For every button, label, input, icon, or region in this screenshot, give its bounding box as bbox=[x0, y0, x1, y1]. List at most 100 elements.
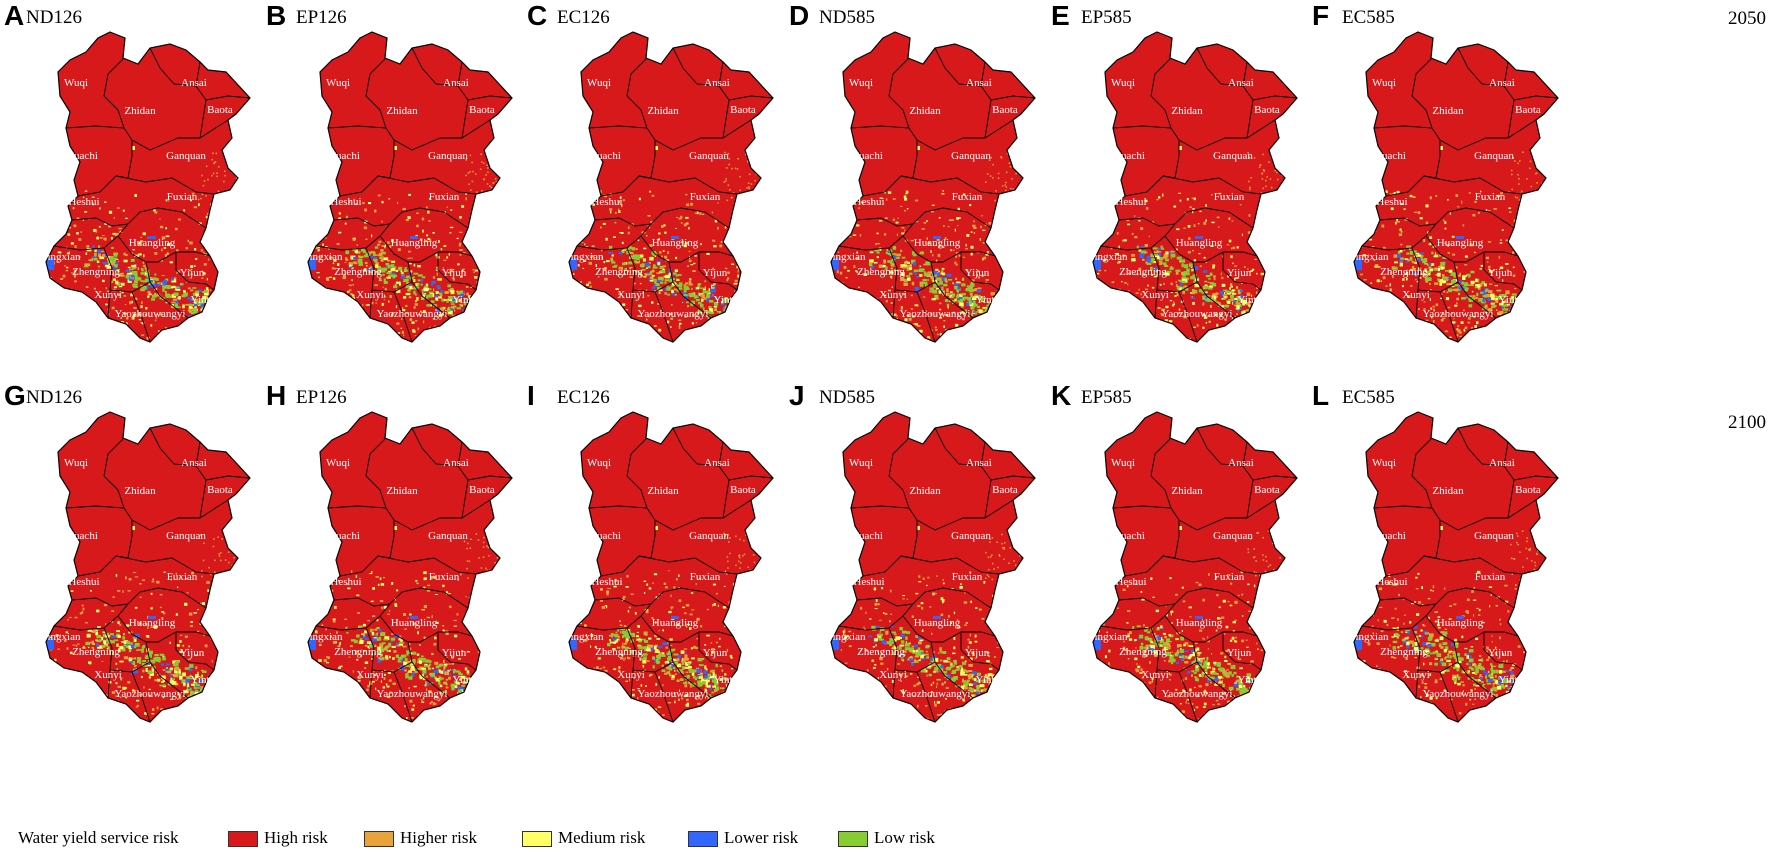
county-label: Ganquan bbox=[428, 150, 468, 162]
year-label: 2100 bbox=[1728, 412, 1766, 433]
county-label: Heshui bbox=[591, 576, 622, 588]
county-boundaries bbox=[1100, 427, 1298, 723]
county-label: Huachi bbox=[66, 530, 98, 542]
study-area-map: Wuqi Zhidan Ansai Baota Huachi Ganquan Heshui F… bbox=[40, 31, 251, 343]
study-area-map: Wuqi Zhidan Ansai Baota Huachi Ganquan Heshui F… bbox=[40, 411, 251, 723]
county-label: Zhengning bbox=[72, 266, 120, 278]
county-label: Yintai bbox=[191, 294, 218, 306]
county-label: Yaozhouwangyi bbox=[900, 308, 971, 320]
county-label: Ningxian bbox=[563, 251, 604, 263]
county-label: Wuqi bbox=[587, 77, 611, 89]
high-risk-area bbox=[308, 412, 512, 722]
county-label: Xunyi bbox=[879, 289, 907, 301]
county-label: Huangling bbox=[391, 237, 438, 249]
study-area-map: Wuqi Zhidan Ansai Baota Huachi Ganquan Heshui F… bbox=[563, 31, 774, 343]
panel-letter: E bbox=[1051, 0, 1070, 31]
county-label: Huachi bbox=[589, 530, 621, 542]
county-label: Ansai bbox=[1489, 77, 1515, 89]
county-label: Zhengning bbox=[1380, 266, 1428, 278]
county-label: Baota bbox=[992, 484, 1018, 496]
county-label: Fuxian bbox=[167, 191, 198, 203]
county-label: Ganquan bbox=[689, 150, 729, 162]
county-label: Zhidan bbox=[1171, 105, 1203, 117]
county-label: Zhidan bbox=[1432, 485, 1464, 497]
county-label: Zhengning bbox=[595, 266, 643, 278]
county-label: Ningxian bbox=[302, 631, 343, 643]
county-label: Yintai bbox=[1499, 674, 1526, 686]
county-label: Huangling bbox=[129, 617, 176, 629]
county-label: Zhengning bbox=[1380, 646, 1428, 658]
study-area-map: Wuqi Zhidan Ansai Baota Huachi Ganquan Heshui F… bbox=[302, 31, 513, 343]
county-label: Baota bbox=[207, 104, 233, 116]
legend-swatch bbox=[838, 831, 868, 847]
legend-swatch bbox=[688, 831, 718, 847]
panel-scenario: EC585 bbox=[1342, 7, 1395, 28]
county-label: Huangling bbox=[1176, 237, 1223, 249]
county-label: Ansai bbox=[966, 457, 992, 469]
county-boundaries bbox=[315, 427, 513, 723]
county-label: Ganquan bbox=[689, 530, 729, 542]
study-area-outline bbox=[45, 411, 251, 723]
county-label: Huangling bbox=[1176, 617, 1223, 629]
county-label: Yintai bbox=[714, 674, 741, 686]
county-label: Ningxian bbox=[40, 631, 81, 643]
county-label: Heshui bbox=[853, 196, 884, 208]
county-label: Fuxian bbox=[1214, 571, 1245, 583]
county-label: Huangling bbox=[129, 237, 176, 249]
legend-swatch bbox=[364, 831, 394, 847]
county-label: Ansai bbox=[966, 77, 992, 89]
map-panel: Wuqi Zhidan Ansai Baota Huachi Ganquan Heshui F… bbox=[262, 380, 552, 785]
county-label: Fuxian bbox=[690, 571, 721, 583]
county-label: Ansai bbox=[181, 457, 207, 469]
county-label: Zhengning bbox=[595, 646, 643, 658]
panel-scenario: ND126 bbox=[26, 387, 82, 408]
county-label: Huachi bbox=[1374, 530, 1406, 542]
county-label: Zhidan bbox=[909, 485, 941, 497]
county-label: Heshui bbox=[1115, 196, 1146, 208]
county-label: Yintai bbox=[191, 674, 218, 686]
panel-letter: I bbox=[527, 380, 535, 411]
county-label: Huachi bbox=[1113, 530, 1145, 542]
county-label: Huangling bbox=[652, 237, 699, 249]
study-area-map: Wuqi Zhidan Ansai Baota Huachi Ganquan Heshui F… bbox=[563, 411, 774, 723]
study-area-outline bbox=[830, 31, 1036, 343]
panel-letter: B bbox=[266, 0, 287, 31]
legend-label: Higher risk bbox=[400, 828, 477, 847]
county-label: Baota bbox=[1515, 484, 1541, 496]
county-label: Heshui bbox=[853, 576, 884, 588]
study-area-map: Wuqi Zhidan Ansai Baota Huachi Ganquan Heshui F… bbox=[1087, 411, 1298, 723]
county-label: Huachi bbox=[328, 150, 360, 162]
panel-letter: L bbox=[1312, 380, 1330, 411]
county-label: Wuqi bbox=[326, 77, 350, 89]
county-boundaries bbox=[315, 47, 513, 343]
county-label: Ansai bbox=[443, 77, 469, 89]
county-label: Yijun bbox=[1488, 647, 1513, 659]
county-label: Xunyi bbox=[94, 289, 122, 301]
county-label: Huangling bbox=[914, 617, 961, 629]
county-label: Xunyi bbox=[1402, 669, 1430, 681]
panel-scenario: EC585 bbox=[1342, 387, 1395, 408]
county-label: Zhidan bbox=[124, 485, 156, 497]
county-label: Fuxian bbox=[1475, 571, 1506, 583]
panel-scenario: ND585 bbox=[819, 387, 875, 408]
county-boundaries bbox=[838, 47, 1036, 343]
county-label: Ganquan bbox=[428, 530, 468, 542]
panel-letter: K bbox=[1051, 380, 1072, 411]
map-panel: Wuqi Zhidan Ansai Baota Huachi Ganquan Heshui F… bbox=[785, 0, 1075, 405]
county-label: Zhidan bbox=[124, 105, 156, 117]
county-label: Yaozhouwangyi bbox=[377, 688, 448, 700]
county-label: Wuqi bbox=[1372, 457, 1396, 469]
county-label: Xunyi bbox=[1141, 669, 1169, 681]
county-label: Yijun bbox=[703, 267, 728, 279]
county-boundaries bbox=[576, 47, 774, 343]
county-label: Ansai bbox=[181, 77, 207, 89]
county-label: Xunyi bbox=[356, 669, 384, 681]
study-area-outline bbox=[307, 411, 513, 723]
county-label: Yaozhouwangyi bbox=[377, 308, 448, 320]
map-panel: Wuqi Zhidan Ansai Baota Huachi Ganquan Heshui F… bbox=[1047, 380, 1337, 785]
legend-title: Water yield service risk bbox=[18, 828, 179, 847]
county-label: Zhengning bbox=[72, 646, 120, 658]
county-label: Yintai bbox=[1238, 294, 1265, 306]
county-label: Fuxian bbox=[167, 571, 198, 583]
panel-scenario: EP126 bbox=[296, 387, 347, 408]
